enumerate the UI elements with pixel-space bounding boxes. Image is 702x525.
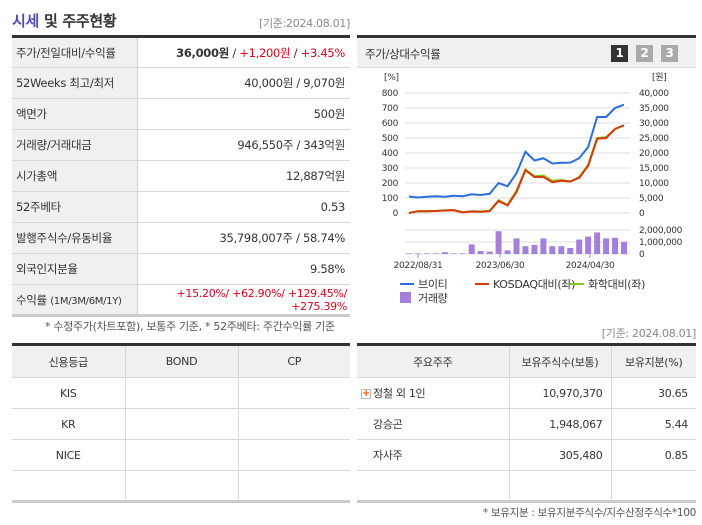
volume-bar — [513, 238, 520, 254]
volume-bar — [621, 242, 627, 254]
chart-page-2[interactable]: 2 — [636, 45, 653, 62]
section-title: 시세 및 주주현황 — [12, 12, 117, 30]
holders-note: * 보유지분 : 보유지분주식수/지수산정주식수*100 — [482, 507, 696, 519]
legend-swatch — [400, 292, 411, 303]
x-tick-label: 2024/04/30 — [566, 261, 615, 271]
major-shareholders-table: 주요주주 보유주식수(보통) 보유지분(%) + 정철 외 1인 10,970,370 3… — [357, 343, 696, 503]
table-row: 강승곤 1,948,067 5.44 — [357, 408, 696, 440]
left-unit-label: [%] — [384, 73, 399, 83]
volume-bar — [504, 250, 511, 254]
table-row: 주가/전일대비/수익률 36,000원 / +1,200원 / +3.45% — [12, 36, 350, 68]
volume-bar — [432, 253, 439, 254]
price-summary-table: 주가/전일대비/수익률 36,000원 / +1,200원 / +3.45% 52… — [12, 35, 350, 317]
right-tick-label: 10,000 — [639, 179, 669, 189]
table-row: 52Weeks 최고/최저 40,000원 / 9,070원 — [12, 67, 350, 99]
volume-bar — [603, 238, 610, 254]
chart-page-1[interactable]: 1 — [611, 45, 628, 62]
table-row: 수익률 (1M/3M/6M/1Y) +15.20%/ +62.90%/ +129.… — [12, 284, 350, 317]
volume-bar — [612, 237, 619, 254]
volume-bar — [576, 239, 583, 254]
left-tick-label: 700 — [382, 104, 399, 114]
left-tick-label: 100 — [382, 194, 399, 204]
left-tick-label: 400 — [382, 149, 399, 159]
legend-label: 화학대비(좌) — [588, 278, 645, 291]
volume-tick-label: 1,000,000 — [639, 238, 683, 248]
volume-tick-label: 2,000,000 — [639, 226, 683, 236]
right-tick-label: 25,000 — [639, 134, 669, 144]
table-row: 발행주식수/유동비율 35,798,007주 / 58.74% — [12, 222, 350, 254]
volume-bar — [522, 246, 529, 254]
table-row — [12, 470, 350, 503]
table-row: 거래량/거래대금 946,550주 / 343억원 — [12, 129, 350, 161]
series-line — [408, 124, 625, 214]
right-tick-label: 40,000 — [639, 89, 669, 99]
left-tick-label: 800 — [382, 89, 399, 99]
volume-bar — [450, 253, 457, 254]
legend-label: 브이티 — [418, 278, 447, 291]
volume-bar — [423, 253, 430, 254]
left-tick-label: 300 — [382, 164, 399, 174]
volume-bar — [531, 245, 538, 254]
table-row: NICE — [12, 439, 350, 471]
left-tick-label: 200 — [382, 179, 399, 189]
legend-label: 거래량 — [418, 292, 448, 305]
right-tick-label: 35,000 — [639, 104, 669, 114]
volume-bar — [585, 236, 592, 254]
table-row: 자사주 305,480 0.85 — [357, 439, 696, 471]
summary-note: * 수정주가(차트포함), 보통주 기준, * 52주베타: 주간수익률 기준 — [45, 320, 335, 333]
volume-bar — [459, 253, 466, 254]
expand-icon[interactable]: + — [361, 388, 371, 399]
right-unit-label: [원] — [652, 72, 666, 83]
volume-bar — [495, 231, 502, 254]
chart-page-3[interactable]: 3 — [661, 45, 678, 62]
volume-bar — [406, 253, 412, 254]
volume-bar — [414, 253, 421, 254]
left-tick-label: 0 — [393, 209, 399, 219]
volume-tick-label: 0 — [639, 250, 645, 260]
volume-bar — [549, 246, 556, 254]
credit-rating-table: 신용등급 BOND CP KIS KR NICE — [12, 343, 350, 503]
x-tick-label: 2023/06/30 — [476, 261, 525, 271]
table-row: 52주베타 0.53 — [12, 191, 350, 223]
right-tick-label: 5,000 — [639, 194, 664, 204]
table-row: + 정철 외 1인 10,970,370 30.65 — [357, 377, 696, 409]
volume-bar — [441, 252, 448, 254]
volume-bar — [477, 251, 484, 254]
left-tick-label: 600 — [382, 119, 399, 129]
table-row: KIS — [12, 377, 350, 409]
holders-basis: [기준: 2024.08.01] — [601, 327, 697, 340]
right-tick-label: 20,000 — [639, 149, 669, 159]
volume-bar — [540, 238, 547, 254]
series-line — [408, 103, 625, 199]
table-row — [357, 470, 696, 503]
left-tick-label: 500 — [382, 134, 399, 144]
table-row: 시가총액 12,887억원 — [12, 160, 350, 192]
table-row: 외국인지분율 9.58% — [12, 253, 350, 285]
volume-bar — [468, 244, 475, 254]
chart-panel: 주가/상대수익률 1 2 3 — [357, 35, 696, 315]
price-chart: [%] [원] 800 40,000 700 35,000 600 30,000 500 25,0… — [382, 72, 683, 305]
volume-bar — [558, 246, 565, 254]
volume-bar — [567, 248, 574, 254]
chart-title: 주가/상대수익률 — [365, 47, 441, 61]
volume-bar — [486, 251, 493, 254]
x-tick-label: 2022/08/31 — [394, 261, 443, 271]
table-row: 액면가 500원 — [12, 98, 350, 130]
volume-bar — [594, 232, 601, 254]
right-tick-label: 15,000 — [639, 164, 669, 174]
legend-label: KOSDAQ대비(좌) — [493, 278, 575, 291]
right-tick-label: 30,000 — [639, 119, 669, 129]
basis-date: [기준:2024.08.01] — [258, 17, 350, 30]
right-tick-label: 0 — [639, 209, 645, 219]
table-row: KR — [12, 408, 350, 440]
